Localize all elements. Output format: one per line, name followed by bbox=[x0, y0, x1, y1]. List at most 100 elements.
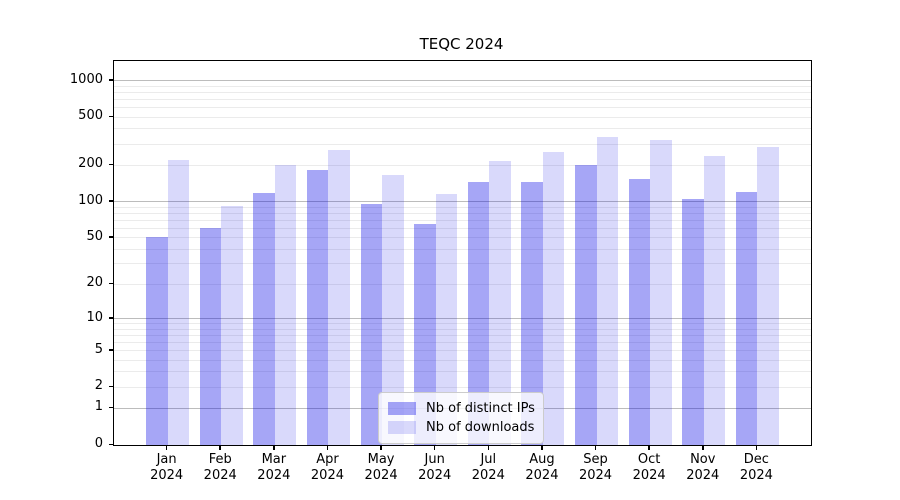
legend-entry-distinct-ips: Nb of distinct IPs bbox=[388, 400, 535, 417]
x-tick bbox=[541, 445, 543, 450]
y-tick bbox=[108, 282, 113, 285]
y-tick bbox=[108, 443, 113, 445]
bar-distinct-ips-2 bbox=[253, 193, 275, 445]
y-tick-label: 100 bbox=[78, 192, 103, 208]
x-tick bbox=[594, 445, 597, 450]
y-tick-label: 50 bbox=[86, 228, 103, 244]
legend-label-distinct-ips: Nb of distinct IPs bbox=[426, 401, 535, 416]
legend-entry-downloads: Nb of downloads bbox=[388, 419, 534, 436]
y-tick-label: 500 bbox=[78, 108, 103, 124]
y-tick bbox=[108, 406, 113, 409]
gridline-major bbox=[114, 80, 811, 82]
plot-area bbox=[113, 60, 812, 446]
y-tick bbox=[108, 317, 113, 319]
bar-distinct-ips-11 bbox=[735, 192, 758, 445]
gridline-minor bbox=[114, 341, 811, 343]
x-tick-label: May 2024 bbox=[364, 452, 398, 483]
x-tick bbox=[433, 445, 436, 450]
bar-distinct-ips-3 bbox=[306, 170, 329, 445]
gridline-minor bbox=[114, 219, 811, 221]
y-tick bbox=[108, 115, 113, 118]
bar-downloads-8 bbox=[596, 137, 619, 445]
x-tick-label: Aug 2024 bbox=[525, 452, 559, 483]
x-tick bbox=[165, 445, 168, 450]
y-tick bbox=[108, 385, 113, 388]
gridline-major bbox=[114, 201, 811, 203]
gridline-minor bbox=[114, 107, 811, 109]
bar-distinct-ips-9 bbox=[628, 179, 651, 445]
x-tick-label: Nov 2024 bbox=[686, 452, 720, 483]
chart-title: TEQC 2024 bbox=[419, 35, 504, 53]
bar-downloads-11 bbox=[757, 146, 779, 445]
y-tick bbox=[108, 200, 113, 202]
x-tick bbox=[648, 445, 650, 450]
gridline-minor bbox=[114, 328, 811, 330]
gridline-minor bbox=[114, 85, 811, 87]
x-tick-label: Jul 2024 bbox=[471, 452, 505, 483]
gridline-minor bbox=[114, 237, 811, 239]
x-tick-label: Jan 2024 bbox=[150, 452, 184, 483]
y-tick-label: 0 bbox=[94, 436, 103, 451]
bar-distinct-ips-10 bbox=[682, 198, 704, 445]
bar-downloads-7 bbox=[542, 152, 565, 445]
y-tick-label: 1 bbox=[94, 399, 103, 415]
gridline-minor bbox=[114, 164, 811, 166]
y-tick-label: 200 bbox=[78, 156, 103, 172]
gridline-minor bbox=[114, 334, 811, 336]
x-tick-label: Feb 2024 bbox=[203, 452, 237, 483]
x-tick bbox=[755, 445, 758, 450]
bar-downloads-9 bbox=[650, 139, 672, 445]
x-tick-label: Mar 2024 bbox=[257, 452, 291, 483]
bar-downloads-3 bbox=[328, 150, 350, 445]
legend-swatch-distinct-ips bbox=[388, 402, 416, 415]
bar-distinct-ips-5 bbox=[414, 224, 436, 445]
bar-downloads-10 bbox=[703, 155, 726, 445]
x-tick-label: Oct 2024 bbox=[632, 452, 666, 483]
gridline-minor bbox=[114, 248, 811, 250]
bar-downloads-5 bbox=[435, 193, 458, 445]
y-tick bbox=[108, 236, 113, 238]
bar-distinct-ips-0 bbox=[146, 236, 168, 445]
gridline-minor bbox=[114, 227, 811, 229]
bar-downloads-2 bbox=[274, 164, 297, 445]
x-tick bbox=[380, 445, 382, 450]
x-tick bbox=[219, 445, 221, 450]
legend-swatch-downloads bbox=[388, 421, 416, 434]
legend-label-downloads: Nb of downloads bbox=[426, 420, 535, 435]
x-tick bbox=[273, 445, 275, 450]
bar-distinct-ips-8 bbox=[575, 165, 597, 445]
gridline-minor bbox=[114, 212, 811, 214]
bar-distinct-ips-7 bbox=[521, 181, 543, 445]
x-tick-label: Apr 2024 bbox=[310, 452, 344, 483]
bar-downloads-0 bbox=[167, 160, 190, 445]
y-tick-label: 1000 bbox=[69, 71, 103, 87]
y-tick-label: 20 bbox=[86, 275, 103, 291]
x-tick bbox=[702, 445, 704, 450]
bar-distinct-ips-1 bbox=[199, 228, 222, 445]
gridline-minor bbox=[114, 371, 811, 373]
bar-downloads-6 bbox=[489, 161, 511, 445]
gridline-minor bbox=[114, 143, 811, 145]
gridline-minor bbox=[114, 263, 811, 265]
x-tick bbox=[487, 445, 490, 450]
legend: Nb of distinct IPs Nb of downloads bbox=[378, 392, 544, 444]
x-tick bbox=[326, 445, 329, 450]
gridline-minor bbox=[114, 99, 811, 101]
y-tick-label: 10 bbox=[86, 309, 103, 325]
bar-distinct-ips-6 bbox=[467, 182, 490, 445]
gridline-minor bbox=[114, 386, 811, 388]
gridline-minor bbox=[114, 323, 811, 325]
gridline-major bbox=[114, 318, 811, 320]
gridline-minor bbox=[114, 92, 811, 93]
bar-downloads-4 bbox=[382, 175, 404, 445]
bar-downloads-1 bbox=[221, 206, 243, 445]
y-tick bbox=[108, 163, 113, 166]
y-tick-label: 2 bbox=[94, 378, 103, 394]
gridline-minor bbox=[114, 116, 811, 118]
gridline-minor bbox=[114, 359, 811, 361]
gridline-minor bbox=[114, 350, 811, 352]
gridline-minor bbox=[114, 128, 811, 130]
gridline-minor bbox=[114, 283, 811, 285]
gridline-minor bbox=[114, 206, 811, 208]
